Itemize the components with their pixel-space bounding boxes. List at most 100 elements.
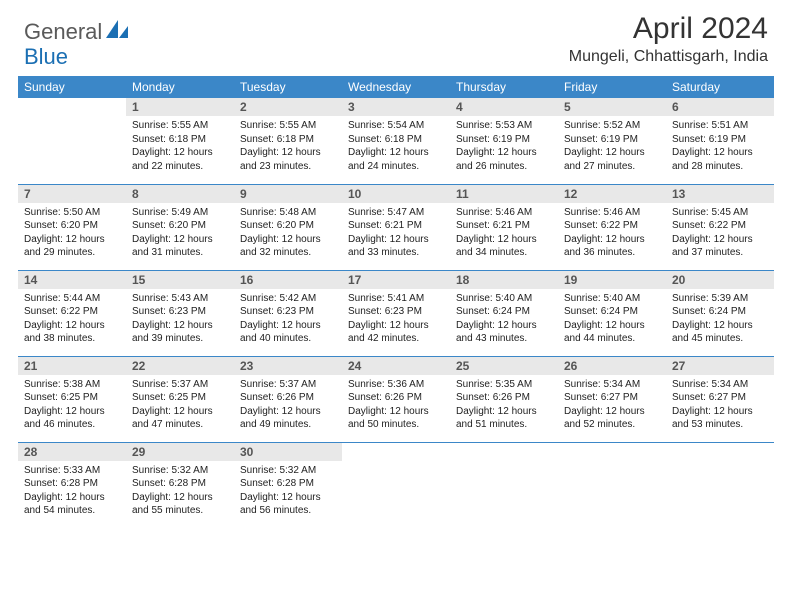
calendar-cell: 9Sunrise: 5:48 AMSunset: 6:20 PMDaylight… (234, 184, 342, 270)
calendar-cell: 3Sunrise: 5:54 AMSunset: 6:18 PMDaylight… (342, 98, 450, 184)
calendar-cell: 15Sunrise: 5:43 AMSunset: 6:23 PMDayligh… (126, 270, 234, 356)
calendar-cell: 16Sunrise: 5:42 AMSunset: 6:23 PMDayligh… (234, 270, 342, 356)
day-number: 25 (450, 357, 558, 375)
day-number: 1 (126, 98, 234, 116)
day-details: Sunrise: 5:54 AMSunset: 6:18 PMDaylight:… (342, 116, 450, 177)
calendar-cell: 30Sunrise: 5:32 AMSunset: 6:28 PMDayligh… (234, 442, 342, 528)
day-details: Sunrise: 5:52 AMSunset: 6:19 PMDaylight:… (558, 116, 666, 177)
calendar-cell: 19Sunrise: 5:40 AMSunset: 6:24 PMDayligh… (558, 270, 666, 356)
day-number: 18 (450, 271, 558, 289)
day-number: 20 (666, 271, 774, 289)
day-details: Sunrise: 5:50 AMSunset: 6:20 PMDaylight:… (18, 203, 126, 264)
day-number: 5 (558, 98, 666, 116)
day-details: Sunrise: 5:34 AMSunset: 6:27 PMDaylight:… (558, 375, 666, 436)
day-number: 26 (558, 357, 666, 375)
day-number: 14 (18, 271, 126, 289)
calendar-cell: 21Sunrise: 5:38 AMSunset: 6:25 PMDayligh… (18, 356, 126, 442)
day-number: 16 (234, 271, 342, 289)
day-details: Sunrise: 5:32 AMSunset: 6:28 PMDaylight:… (234, 461, 342, 522)
day-number: 21 (18, 357, 126, 375)
calendar-cell: 20Sunrise: 5:39 AMSunset: 6:24 PMDayligh… (666, 270, 774, 356)
day-details: Sunrise: 5:48 AMSunset: 6:20 PMDaylight:… (234, 203, 342, 264)
month-title: April 2024 (569, 12, 768, 46)
logo-text-2: Blue (24, 44, 68, 70)
day-number: 12 (558, 185, 666, 203)
logo-sail-icon (104, 18, 130, 45)
day-details: Sunrise: 5:32 AMSunset: 6:28 PMDaylight:… (126, 461, 234, 522)
day-details: Sunrise: 5:42 AMSunset: 6:23 PMDaylight:… (234, 289, 342, 350)
day-number: 24 (342, 357, 450, 375)
calendar-cell (450, 442, 558, 528)
day-details: Sunrise: 5:35 AMSunset: 6:26 PMDaylight:… (450, 375, 558, 436)
calendar-cell: 13Sunrise: 5:45 AMSunset: 6:22 PMDayligh… (666, 184, 774, 270)
calendar-cell: 18Sunrise: 5:40 AMSunset: 6:24 PMDayligh… (450, 270, 558, 356)
day-details: Sunrise: 5:53 AMSunset: 6:19 PMDaylight:… (450, 116, 558, 177)
logo-text-1: General (24, 19, 102, 45)
day-number: 29 (126, 443, 234, 461)
day-number: 4 (450, 98, 558, 116)
dayname-0: Sunday (18, 76, 126, 98)
day-number: 2 (234, 98, 342, 116)
logo: General (24, 18, 132, 45)
dayname-3: Wednesday (342, 76, 450, 98)
day-details: Sunrise: 5:55 AMSunset: 6:18 PMDaylight:… (234, 116, 342, 177)
day-details: Sunrise: 5:34 AMSunset: 6:27 PMDaylight:… (666, 375, 774, 436)
day-number: 6 (666, 98, 774, 116)
calendar-cell (558, 442, 666, 528)
calendar-cell: 2Sunrise: 5:55 AMSunset: 6:18 PMDaylight… (234, 98, 342, 184)
dayname-4: Thursday (450, 76, 558, 98)
day-number: 19 (558, 271, 666, 289)
calendar-body: 1Sunrise: 5:55 AMSunset: 6:18 PMDaylight… (18, 98, 774, 528)
day-details: Sunrise: 5:44 AMSunset: 6:22 PMDaylight:… (18, 289, 126, 350)
day-details: Sunrise: 5:39 AMSunset: 6:24 PMDaylight:… (666, 289, 774, 350)
calendar-cell: 22Sunrise: 5:37 AMSunset: 6:25 PMDayligh… (126, 356, 234, 442)
day-details: Sunrise: 5:33 AMSunset: 6:28 PMDaylight:… (18, 461, 126, 522)
day-details: Sunrise: 5:40 AMSunset: 6:24 PMDaylight:… (450, 289, 558, 350)
day-number: 13 (666, 185, 774, 203)
day-number: 3 (342, 98, 450, 116)
dayname-1: Monday (126, 76, 234, 98)
day-details: Sunrise: 5:47 AMSunset: 6:21 PMDaylight:… (342, 203, 450, 264)
calendar-cell: 23Sunrise: 5:37 AMSunset: 6:26 PMDayligh… (234, 356, 342, 442)
calendar-cell (342, 442, 450, 528)
calendar-cell: 8Sunrise: 5:49 AMSunset: 6:20 PMDaylight… (126, 184, 234, 270)
day-details: Sunrise: 5:43 AMSunset: 6:23 PMDaylight:… (126, 289, 234, 350)
day-number: 10 (342, 185, 450, 203)
day-details: Sunrise: 5:36 AMSunset: 6:26 PMDaylight:… (342, 375, 450, 436)
day-number: 8 (126, 185, 234, 203)
day-details: Sunrise: 5:46 AMSunset: 6:21 PMDaylight:… (450, 203, 558, 264)
day-number: 30 (234, 443, 342, 461)
day-details: Sunrise: 5:40 AMSunset: 6:24 PMDaylight:… (558, 289, 666, 350)
day-details: Sunrise: 5:37 AMSunset: 6:25 PMDaylight:… (126, 375, 234, 436)
day-number: 9 (234, 185, 342, 203)
dayname-2: Tuesday (234, 76, 342, 98)
day-number: 23 (234, 357, 342, 375)
day-number: 27 (666, 357, 774, 375)
day-details: Sunrise: 5:46 AMSunset: 6:22 PMDaylight:… (558, 203, 666, 264)
location: Mungeli, Chhattisgarh, India (569, 48, 768, 66)
title-block: April 2024 Mungeli, Chhattisgarh, India (569, 12, 768, 66)
calendar-cell: 10Sunrise: 5:47 AMSunset: 6:21 PMDayligh… (342, 184, 450, 270)
dayname-5: Friday (558, 76, 666, 98)
day-number: 7 (18, 185, 126, 203)
day-details: Sunrise: 5:41 AMSunset: 6:23 PMDaylight:… (342, 289, 450, 350)
calendar-cell: 6Sunrise: 5:51 AMSunset: 6:19 PMDaylight… (666, 98, 774, 184)
calendar-cell: 1Sunrise: 5:55 AMSunset: 6:18 PMDaylight… (126, 98, 234, 184)
dayname-6: Saturday (666, 76, 774, 98)
calendar-table: SundayMondayTuesdayWednesdayThursdayFrid… (18, 76, 774, 528)
day-details: Sunrise: 5:49 AMSunset: 6:20 PMDaylight:… (126, 203, 234, 264)
calendar-cell: 12Sunrise: 5:46 AMSunset: 6:22 PMDayligh… (558, 184, 666, 270)
day-number: 15 (126, 271, 234, 289)
day-number: 28 (18, 443, 126, 461)
day-number: 17 (342, 271, 450, 289)
day-details: Sunrise: 5:37 AMSunset: 6:26 PMDaylight:… (234, 375, 342, 436)
calendar-cell: 4Sunrise: 5:53 AMSunset: 6:19 PMDaylight… (450, 98, 558, 184)
calendar-cell (18, 98, 126, 184)
calendar-cell (666, 442, 774, 528)
calendar-cell: 5Sunrise: 5:52 AMSunset: 6:19 PMDaylight… (558, 98, 666, 184)
calendar-cell: 14Sunrise: 5:44 AMSunset: 6:22 PMDayligh… (18, 270, 126, 356)
day-number: 22 (126, 357, 234, 375)
calendar-cell: 29Sunrise: 5:32 AMSunset: 6:28 PMDayligh… (126, 442, 234, 528)
calendar-cell: 28Sunrise: 5:33 AMSunset: 6:28 PMDayligh… (18, 442, 126, 528)
day-details: Sunrise: 5:55 AMSunset: 6:18 PMDaylight:… (126, 116, 234, 177)
